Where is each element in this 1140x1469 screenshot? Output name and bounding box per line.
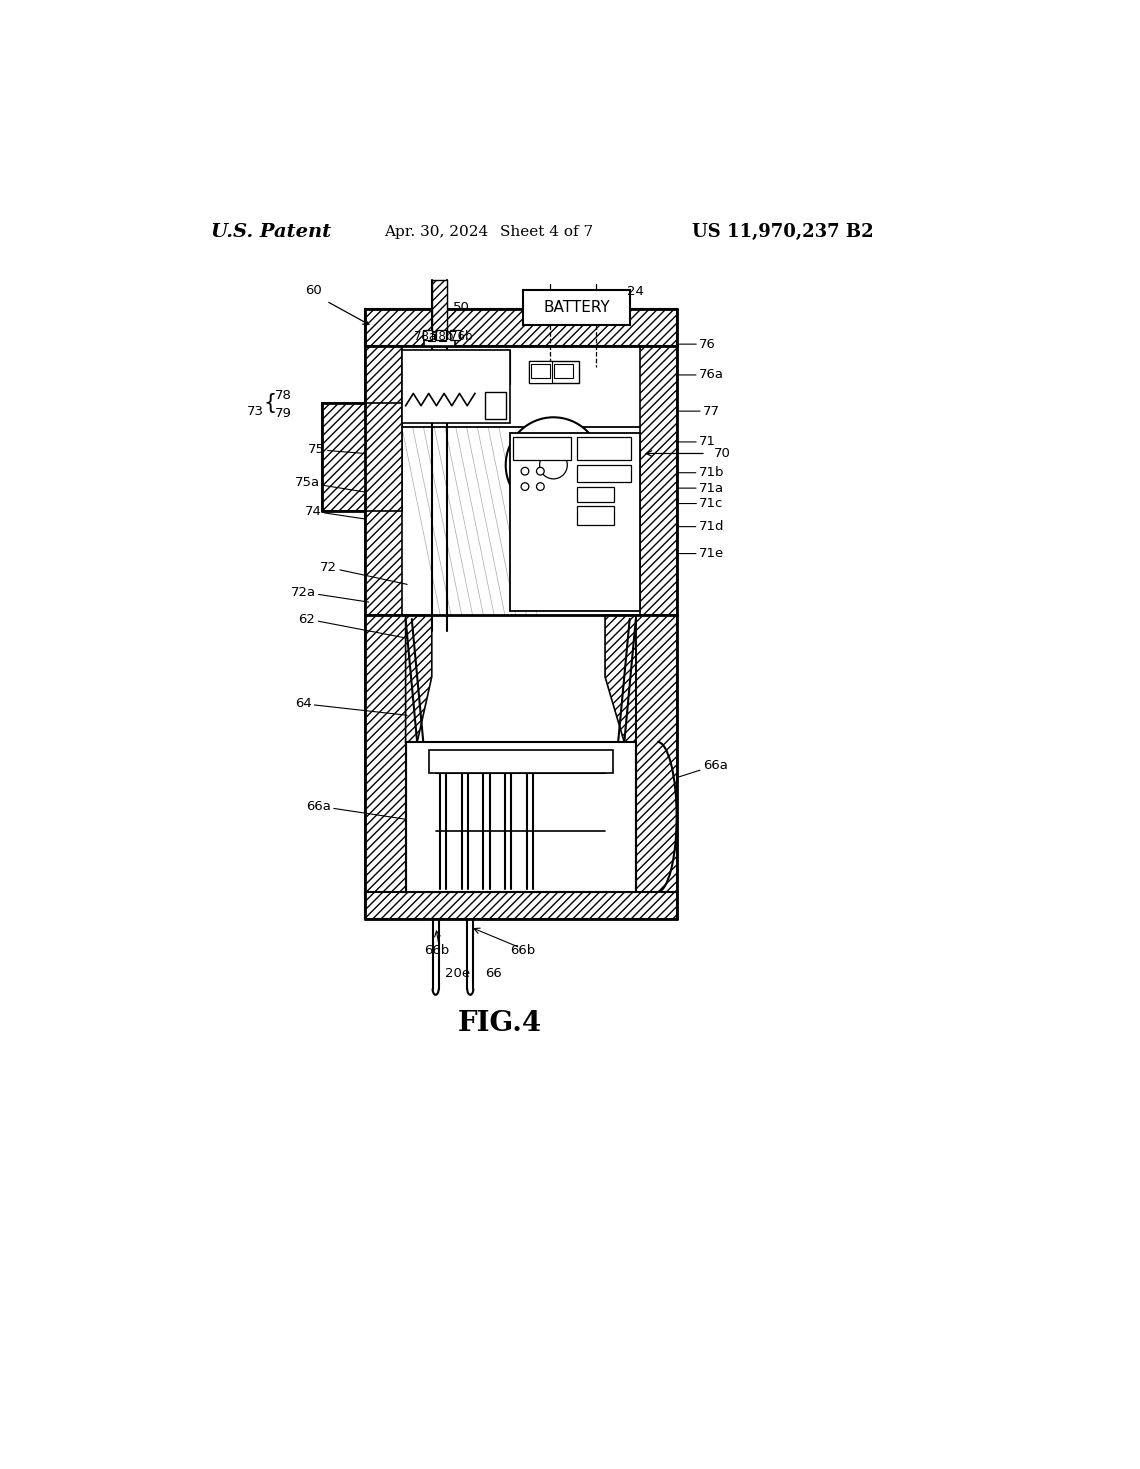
Bar — [640, 345, 677, 616]
Bar — [577, 505, 614, 524]
Bar — [439, 333, 446, 341]
Text: FIG.4: FIG.4 — [457, 1009, 542, 1037]
Text: 77: 77 — [677, 404, 719, 417]
Text: 66a: 66a — [307, 799, 406, 820]
Bar — [401, 350, 510, 423]
Text: 24: 24 — [627, 285, 643, 298]
Text: 79: 79 — [275, 407, 292, 420]
Text: 71: 71 — [677, 435, 716, 448]
Text: 76: 76 — [677, 338, 716, 351]
Text: 74: 74 — [304, 505, 365, 519]
Circle shape — [521, 467, 529, 474]
Text: 71b: 71b — [677, 466, 724, 479]
Text: 66b: 66b — [424, 943, 449, 956]
Text: 64: 64 — [295, 698, 407, 715]
Text: 71d: 71d — [677, 520, 724, 533]
Circle shape — [539, 451, 568, 479]
Text: 62: 62 — [299, 613, 407, 638]
Circle shape — [537, 483, 544, 491]
Text: 78b: 78b — [431, 331, 454, 342]
Text: BATTERY: BATTERY — [543, 300, 610, 314]
Bar — [432, 281, 447, 345]
Bar — [429, 751, 612, 773]
Text: 75a: 75a — [294, 476, 365, 492]
Text: US 11,970,237 B2: US 11,970,237 B2 — [692, 223, 873, 241]
Bar — [577, 466, 632, 482]
Circle shape — [521, 483, 529, 491]
Text: 76b: 76b — [450, 331, 472, 342]
Bar — [428, 333, 434, 341]
Bar — [529, 361, 579, 382]
Circle shape — [537, 467, 544, 474]
Text: Apr. 30, 2024: Apr. 30, 2024 — [384, 225, 488, 239]
Circle shape — [506, 417, 601, 513]
Bar — [406, 742, 636, 892]
Text: 66b: 66b — [510, 943, 536, 956]
Bar — [365, 616, 406, 920]
Text: 20e: 20e — [445, 967, 470, 980]
Bar — [554, 364, 572, 378]
Bar — [323, 404, 401, 511]
Bar — [365, 308, 677, 345]
Bar — [513, 436, 571, 460]
Bar — [365, 892, 677, 920]
Text: 72: 72 — [320, 561, 407, 585]
Polygon shape — [406, 616, 432, 742]
Bar — [450, 329, 459, 341]
Bar — [510, 433, 640, 611]
Text: 71c: 71c — [677, 497, 724, 510]
Text: 78: 78 — [275, 389, 292, 403]
Bar — [577, 486, 614, 502]
Text: 75: 75 — [308, 444, 365, 457]
Bar — [437, 329, 446, 341]
Text: 73: 73 — [247, 404, 264, 417]
Bar — [531, 364, 549, 378]
Bar — [423, 329, 432, 341]
Text: 66a: 66a — [679, 759, 727, 777]
Bar — [401, 350, 510, 385]
Text: 60: 60 — [304, 284, 321, 297]
Text: 70: 70 — [714, 447, 731, 460]
Text: 71e: 71e — [677, 546, 724, 560]
Bar — [365, 345, 401, 616]
Text: 72a: 72a — [291, 586, 368, 602]
Bar — [577, 436, 632, 460]
Text: 50: 50 — [453, 301, 470, 314]
Text: {: { — [263, 394, 276, 413]
Text: Sheet 4 of 7: Sheet 4 of 7 — [499, 225, 593, 239]
Bar — [484, 392, 506, 419]
Bar — [522, 291, 630, 325]
Bar — [636, 616, 677, 920]
Polygon shape — [605, 616, 636, 742]
Bar — [424, 332, 455, 345]
Text: 66: 66 — [484, 967, 502, 980]
Text: 71a: 71a — [677, 482, 724, 495]
Text: 78a: 78a — [414, 331, 435, 342]
Text: U.S. Patent: U.S. Patent — [211, 223, 331, 241]
Text: 76a: 76a — [677, 369, 724, 382]
Bar — [529, 361, 552, 382]
